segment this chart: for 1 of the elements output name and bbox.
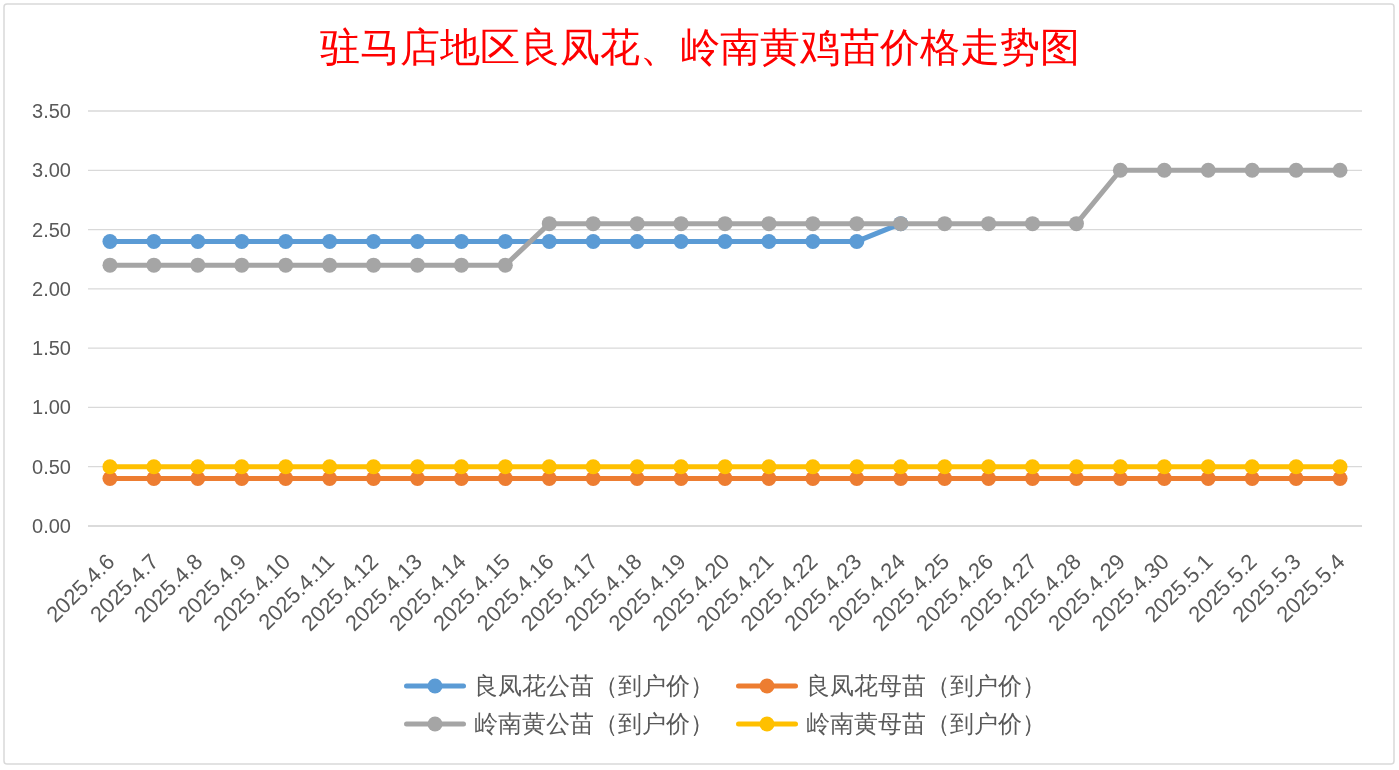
title: 驻马店地区良凤花、岭南黄鸡苗价格走势图 [319,25,1080,70]
